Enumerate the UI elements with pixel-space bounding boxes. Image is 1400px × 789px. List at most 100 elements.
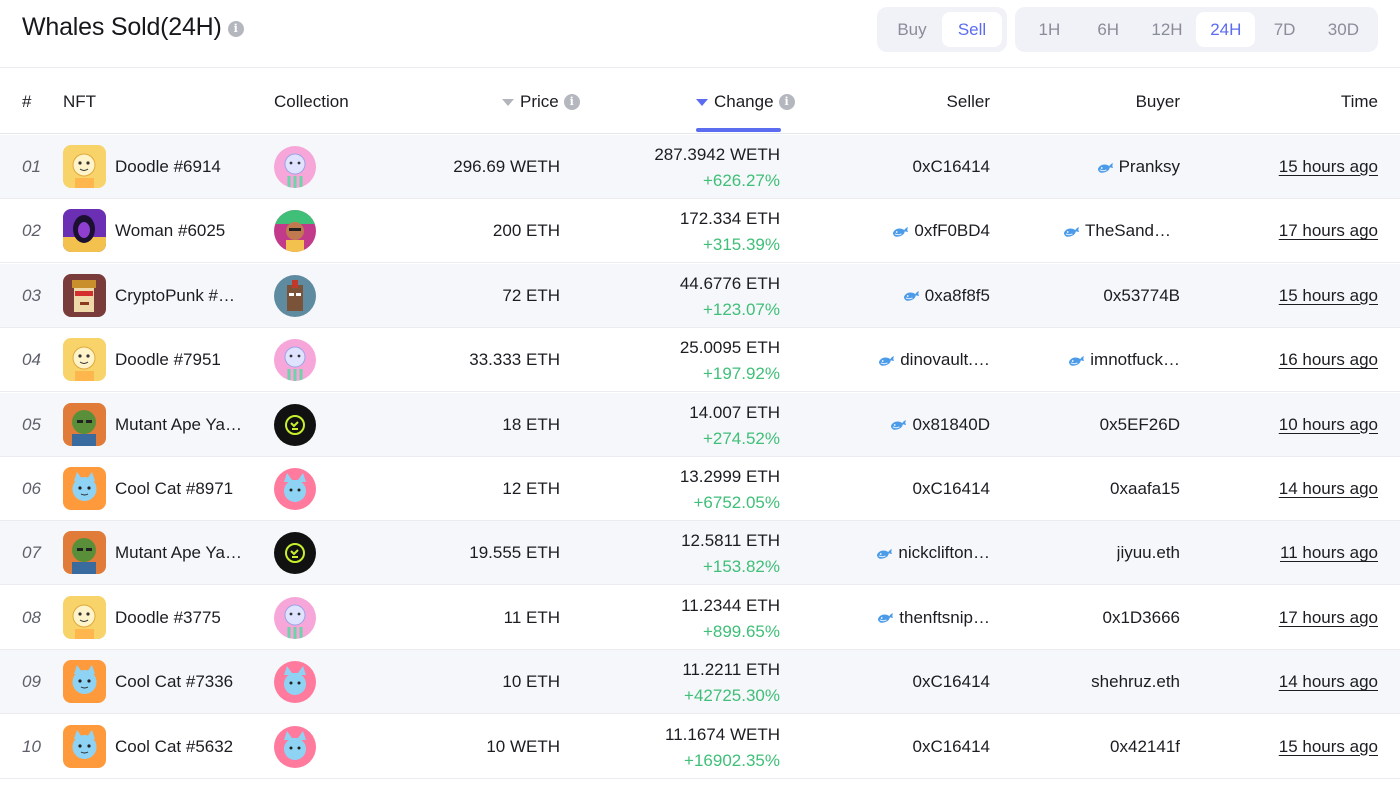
- column-header-seller: Seller: [946, 92, 990, 111]
- buy-tab[interactable]: Buy: [897, 20, 927, 39]
- seller-link[interactable]: 0xa8f8f5: [903, 286, 990, 306]
- table-row[interactable]: 07 Mutant Ape Ya… 19.555 ETH 12.5811 ETH +15…: [0, 521, 1400, 586]
- change-value: 172.334 ETH: [679, 209, 780, 229]
- nft-name-link[interactable]: Doodle #6914: [115, 157, 221, 176]
- nft-name-link[interactable]: Mutant Ape Ya…: [115, 543, 242, 563]
- buyer-link[interactable]: Pranksy: [1097, 157, 1180, 177]
- table-row[interactable]: 01 Doodle #6914 296.69 WETH 287.3942 WETH +6…: [0, 135, 1400, 199]
- change-value: 287.3942 WETH: [654, 145, 780, 164]
- cool-cats-collection-icon[interactable]: [274, 468, 316, 510]
- time-link[interactable]: 10 hours ago: [1278, 414, 1378, 434]
- mutant-ape-avatar-icon[interactable]: [63, 531, 106, 575]
- column-header-buyer: Buyer: [1135, 92, 1180, 111]
- cool-cat-avatar-icon[interactable]: [63, 467, 106, 510]
- info-icon[interactable]: i: [563, 94, 580, 110]
- buyer-link[interactable]: shehruz.eth: [1091, 672, 1180, 692]
- price-value: 19.555 ETH: [469, 543, 560, 563]
- cool-cat-avatar-icon[interactable]: [63, 724, 106, 768]
- buyer-link[interactable]: 0x42141f: [1110, 737, 1180, 757]
- time-tab-24h[interactable]: 24H: [1196, 12, 1256, 47]
- row-rank: 07: [22, 543, 41, 563]
- cryptopunk-avatar-icon[interactable]: [63, 273, 106, 317]
- column-header-change[interactable]: Change i: [696, 92, 795, 112]
- table-row[interactable]: 02 Woman #6025 200 ETH 172.334 ETH +315.39% 0…: [0, 199, 1400, 264]
- info-icon[interactable]: i: [778, 94, 795, 110]
- sell-tab[interactable]: Sell: [942, 12, 1002, 47]
- buyer-link[interactable]: imnotfuck…: [1068, 350, 1180, 370]
- doodles-collection-icon[interactable]: [274, 339, 316, 382]
- seller-link[interactable]: dinovault.…: [878, 350, 990, 370]
- time-link[interactable]: 15 hours ago: [1278, 736, 1378, 756]
- seller-link[interactable]: thenftsnip…: [877, 608, 990, 628]
- cool-cats-collection-icon[interactable]: [274, 661, 316, 704]
- time-link[interactable]: 14 hours ago: [1278, 479, 1378, 498]
- cool-cat-avatar-icon[interactable]: [63, 660, 106, 704]
- seller-link[interactable]: 0xC16414: [912, 157, 990, 177]
- time-tab-7d[interactable]: 7D: [1273, 20, 1296, 39]
- nft-name-link[interactable]: Mutant Ape Ya…: [115, 414, 242, 434]
- seller-link[interactable]: nickclifton…: [876, 543, 990, 563]
- woman-avatar-icon[interactable]: [63, 209, 106, 253]
- change-value: 11.2211 ETH: [682, 660, 780, 680]
- cryptopunks-collection-icon[interactable]: [274, 274, 316, 317]
- nft-name-link[interactable]: Cool Cat #7336: [115, 672, 234, 692]
- change-percent: +123.07%: [702, 299, 780, 319]
- doodle-avatar-icon[interactable]: [63, 595, 106, 639]
- seller-link[interactable]: 0xfF0BD4: [892, 221, 990, 241]
- time-link[interactable]: 15 hours ago: [1278, 157, 1378, 176]
- nft-name-link[interactable]: Doodle #3775: [115, 607, 221, 627]
- table-row[interactable]: 09 Cool Cat #7336 10 ETH 11.2211 ETH +42725.…: [0, 650, 1400, 715]
- table-row[interactable]: 08 Doodle #3775 11 ETH 11.2344 ETH +899.65% t…: [0, 586, 1400, 650]
- price-value: 18 ETH: [502, 414, 560, 434]
- table-row[interactable]: 06 Cool Cat #8971 12 ETH 13.2999 ETH +6752.0…: [0, 457, 1400, 521]
- table-row[interactable]: 10 Cool Cat #5632 10 WETH 11.1674 WETH +1690…: [0, 715, 1400, 779]
- table-row[interactable]: 05 Mutant Ape Ya… 18 ETH 14.007 ETH +274.52%…: [0, 392, 1400, 457]
- seller-link[interactable]: 0x81840D: [890, 415, 990, 435]
- world-of-women-collection-icon[interactable]: [274, 210, 316, 253]
- buyer-link[interactable]: TheSandb…: [1063, 221, 1180, 241]
- time-link[interactable]: 17 hours ago: [1278, 221, 1378, 241]
- buyer-link[interactable]: 0x53774B: [1103, 286, 1180, 306]
- change-percent: +274.52%: [702, 428, 780, 448]
- page-title: Whales Sold(24H) i: [22, 13, 244, 42]
- buyer-link[interactable]: jiyuu.eth: [1117, 543, 1180, 563]
- column-header-collection: Collection: [274, 92, 349, 111]
- mutant-ape-collection-icon[interactable]: [274, 403, 316, 446]
- column-header-change-label: Change: [714, 92, 774, 111]
- time-link[interactable]: 11 hours ago: [1280, 543, 1378, 563]
- column-header-price-label: Price: [520, 92, 559, 111]
- doodles-collection-icon[interactable]: [274, 146, 316, 188]
- time-tab-6h[interactable]: 6H: [1097, 20, 1120, 39]
- buyer-link[interactable]: 0x5EF26D: [1100, 415, 1180, 435]
- table-row[interactable]: 04 Doodle #7951 33.333 ETH 25.0095 ETH +197.…: [0, 328, 1400, 393]
- buyer-address: 0x42141f: [1110, 736, 1180, 756]
- row-rank: 08: [22, 607, 41, 627]
- doodle-avatar-icon[interactable]: [63, 145, 106, 188]
- table-row[interactable]: 03 CryptoPunk #… 72 ETH 44.6776 ETH +123.07%…: [0, 263, 1400, 328]
- seller-link[interactable]: 0xC16414: [912, 672, 990, 692]
- buyer-link[interactable]: 0x1D3666: [1102, 608, 1180, 628]
- nft-name-link[interactable]: Doodle #7951: [115, 350, 221, 370]
- seller-link[interactable]: 0xC16414: [912, 479, 990, 499]
- time-tab-30d[interactable]: 30D: [1327, 20, 1359, 39]
- cool-cats-collection-icon[interactable]: [274, 725, 316, 768]
- mutant-ape-avatar-icon[interactable]: [63, 402, 106, 446]
- time-link[interactable]: 17 hours ago: [1278, 607, 1378, 627]
- time-tab-1h[interactable]: 1H: [1038, 20, 1061, 39]
- doodle-avatar-icon[interactable]: [63, 338, 106, 382]
- time-link[interactable]: 15 hours ago: [1278, 285, 1378, 305]
- seller-link[interactable]: 0xC16414: [912, 737, 990, 757]
- doodles-collection-icon[interactable]: [274, 596, 316, 639]
- nft-name-link[interactable]: Cool Cat #5632: [115, 736, 234, 756]
- buyer-address: 0xaafa15: [1110, 479, 1180, 498]
- info-icon[interactable]: i: [227, 20, 244, 37]
- column-header-price[interactable]: Price i: [502, 92, 580, 112]
- mutant-ape-collection-icon[interactable]: [274, 532, 316, 575]
- nft-name-link[interactable]: Cool Cat #8971: [115, 479, 234, 498]
- buyer-link[interactable]: 0xaafa15: [1110, 479, 1180, 499]
- nft-name-link[interactable]: Woman #6025: [115, 221, 226, 241]
- time-tab-12h[interactable]: 12H: [1151, 20, 1183, 39]
- nft-name-link[interactable]: CryptoPunk #…: [115, 285, 235, 305]
- time-link[interactable]: 16 hours ago: [1278, 350, 1378, 370]
- time-link[interactable]: 14 hours ago: [1278, 672, 1378, 692]
